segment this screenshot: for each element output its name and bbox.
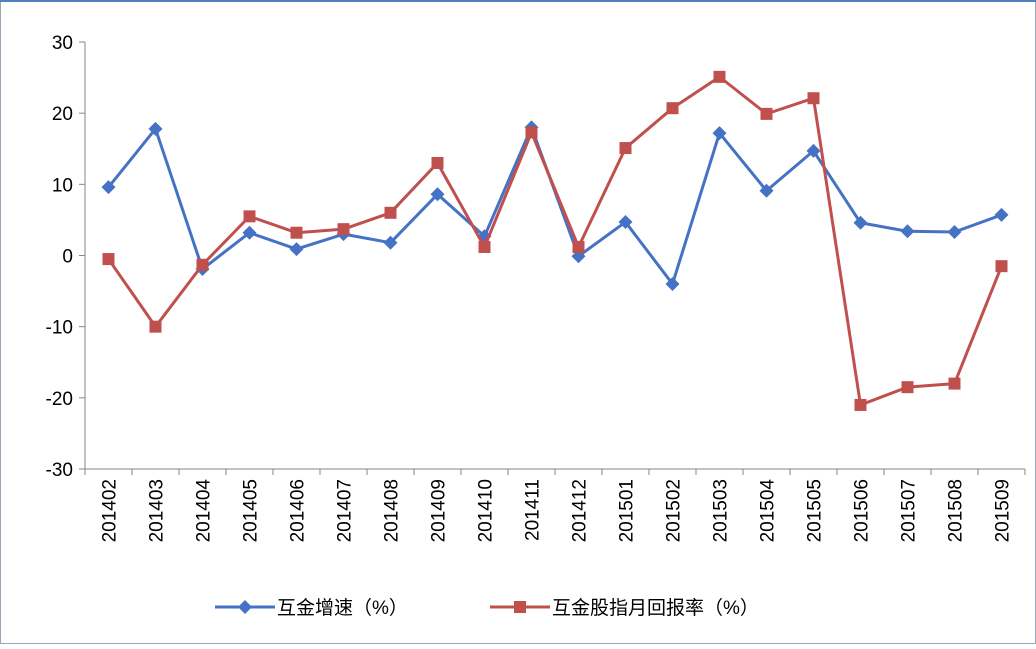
data-point bbox=[712, 126, 727, 141]
x-tick-label: 201405 bbox=[241, 479, 262, 542]
data-point bbox=[148, 121, 163, 136]
x-tick-label: 201403 bbox=[147, 479, 168, 542]
data-point bbox=[337, 223, 350, 236]
data-point bbox=[384, 206, 397, 219]
data-point bbox=[196, 258, 209, 271]
legend-label: 互金增速（%） bbox=[277, 597, 408, 619]
data-point bbox=[478, 240, 491, 253]
data-point bbox=[807, 92, 820, 105]
data-point bbox=[243, 210, 256, 223]
y-tick-label: -10 bbox=[46, 318, 73, 339]
data-point bbox=[102, 253, 115, 266]
x-tick-label: 201509 bbox=[993, 479, 1014, 542]
x-tick-label: 201506 bbox=[852, 479, 873, 542]
x-tick-label: 201508 bbox=[946, 479, 967, 542]
data-point bbox=[149, 320, 162, 333]
data-point bbox=[525, 126, 538, 139]
data-point bbox=[665, 276, 680, 291]
data-point bbox=[994, 207, 1009, 222]
data-point bbox=[242, 225, 257, 240]
data-point bbox=[759, 183, 774, 198]
y-tick-label: -30 bbox=[46, 460, 73, 481]
data-point bbox=[853, 215, 868, 230]
data-point bbox=[289, 242, 304, 257]
x-tick-label: 201407 bbox=[335, 479, 356, 542]
data-point bbox=[383, 235, 398, 250]
data-point bbox=[713, 70, 726, 83]
data-point bbox=[619, 142, 632, 155]
data-point bbox=[290, 226, 303, 239]
x-tick-label: 201501 bbox=[617, 479, 638, 542]
x-tick-label: 201411 bbox=[523, 479, 544, 541]
data-point bbox=[431, 156, 444, 169]
x-tick-label: 201404 bbox=[194, 479, 215, 543]
data-point bbox=[806, 143, 821, 158]
y-tick-label: 30 bbox=[52, 33, 73, 54]
data-point bbox=[900, 224, 915, 239]
y-tick-label: -20 bbox=[46, 389, 73, 410]
data-point bbox=[948, 377, 961, 390]
y-tick-label: 10 bbox=[52, 175, 73, 196]
x-tick-label: 201408 bbox=[382, 479, 403, 542]
legend-marker bbox=[514, 601, 526, 613]
legend-marker bbox=[238, 600, 252, 614]
x-tick-label: 201406 bbox=[288, 479, 309, 542]
legend-label: 互金股指月回报率（%） bbox=[552, 597, 759, 619]
x-tick-label: 201410 bbox=[476, 479, 497, 542]
y-tick-label: 0 bbox=[62, 247, 73, 268]
x-tick-label: 201504 bbox=[758, 479, 779, 543]
series-line bbox=[107, 75, 1003, 407]
x-tick-label: 201505 bbox=[805, 479, 826, 542]
data-point bbox=[854, 398, 867, 411]
x-tick-label: 201412 bbox=[570, 479, 591, 542]
data-point bbox=[101, 180, 116, 195]
x-tick-label: 201503 bbox=[711, 479, 732, 542]
x-tick-label: 201502 bbox=[664, 479, 685, 542]
data-point bbox=[618, 215, 633, 230]
data-point bbox=[666, 102, 679, 115]
data-point bbox=[901, 381, 914, 394]
data-point bbox=[995, 260, 1008, 273]
data-point bbox=[430, 187, 445, 202]
data-point bbox=[760, 107, 773, 120]
x-tick-label: 201402 bbox=[100, 479, 121, 542]
data-point bbox=[947, 225, 962, 240]
data-point bbox=[572, 240, 585, 253]
x-tick-label: 201507 bbox=[899, 479, 920, 542]
y-tick-label: 20 bbox=[52, 104, 73, 125]
x-tick-label: 201409 bbox=[429, 479, 450, 542]
